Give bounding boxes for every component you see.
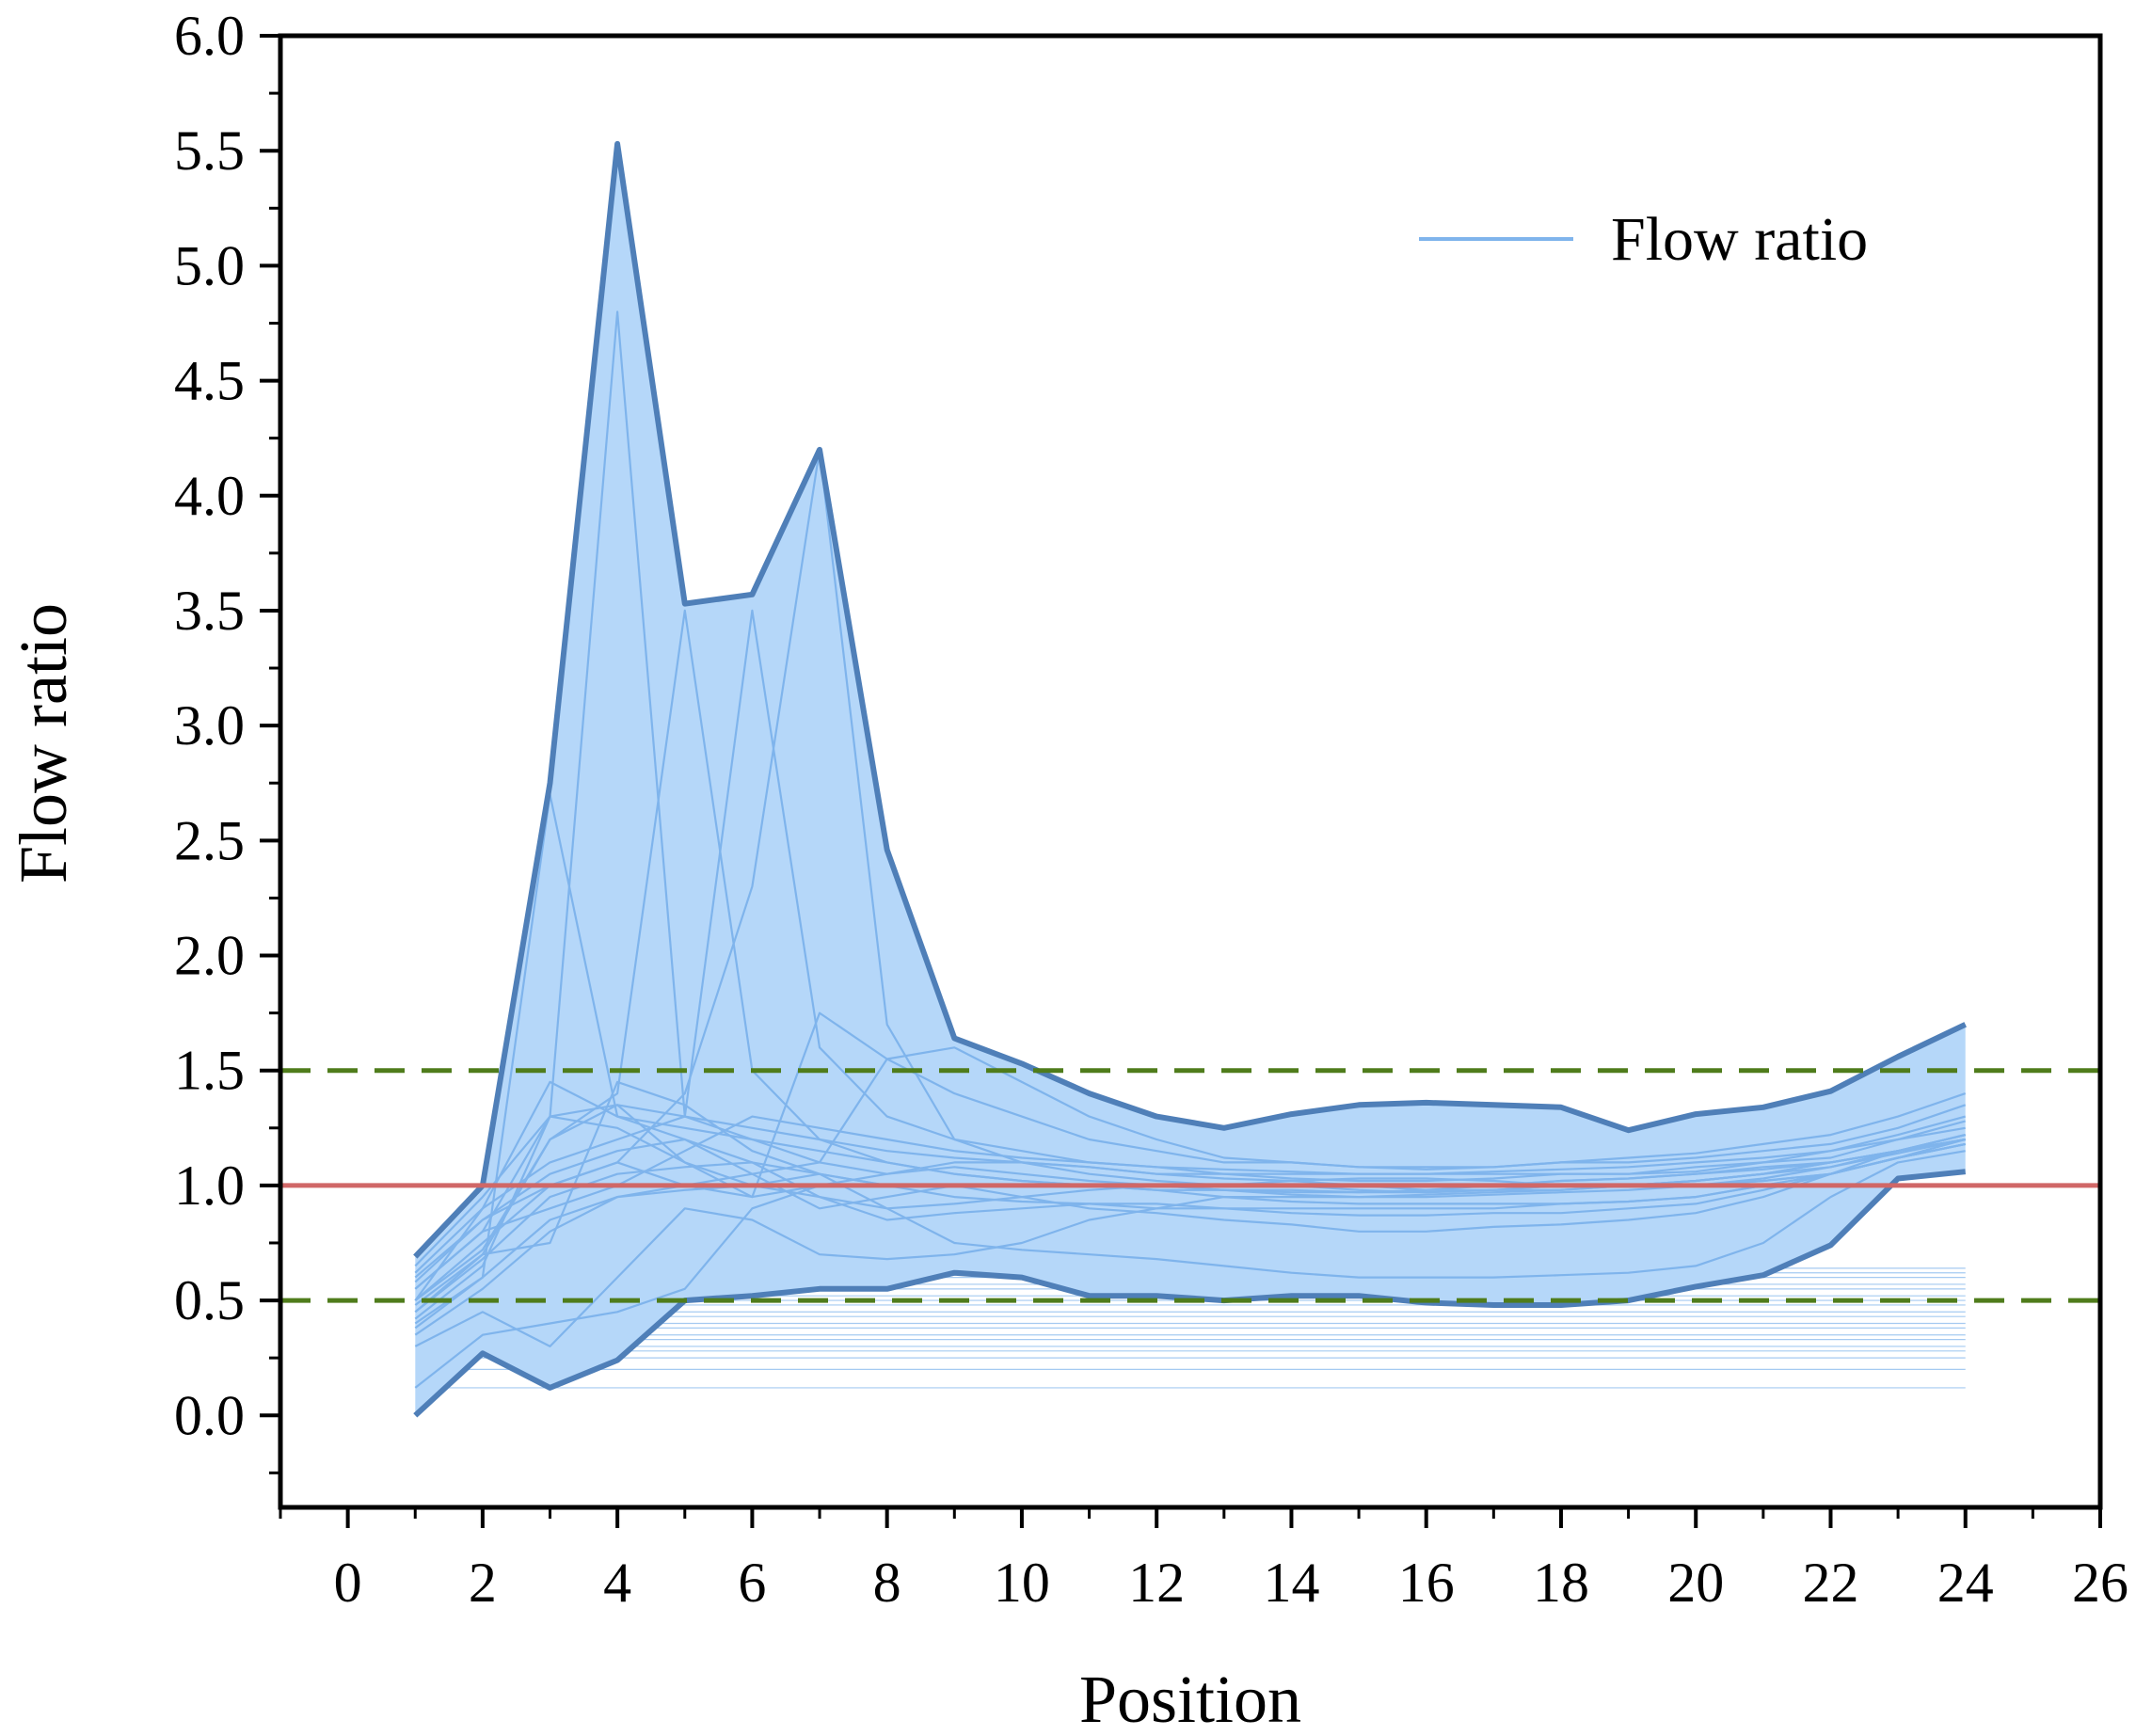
series-line-s16	[414, 1142, 1966, 1314]
plot-frame	[278, 33, 2103, 1510]
x-tick-label: 22	[1802, 1552, 1858, 1614]
y-tick-label: 1.0	[174, 1155, 245, 1217]
flow-ratio-band	[415, 143, 1966, 1416]
y-axis: 0.0 0.5 1.0 1.5 2.0 2.5 3.0 3.5 4.0 4.5 5.0 5.5 6.0	[174, 5, 280, 1474]
x-tick-label: 4	[603, 1552, 631, 1614]
y-tick-label: 4.0	[174, 465, 245, 527]
y-tick-label: 2.5	[174, 809, 245, 871]
plot-area	[280, 140, 2100, 1418]
y-tick-label: 3.0	[174, 694, 245, 757]
series-line-s13	[414, 1150, 1966, 1330]
y-tick-label: 5.5	[174, 119, 245, 182]
series-line-s12	[414, 1115, 1966, 1290]
x-tick-label: 20	[1667, 1552, 1724, 1614]
y-tick-label: 6.0	[174, 5, 245, 67]
series-line-s3	[414, 609, 1966, 1301]
series-line-s8	[414, 1134, 1966, 1389]
y-tick-label: 0.5	[174, 1269, 245, 1331]
series-line-s1	[414, 311, 1966, 1290]
x-axis-title: Position	[1079, 1662, 1301, 1736]
x-tick-label: 14	[1263, 1552, 1319, 1614]
x-axis: 0 2 4 6 8 10 12 14 16 18 20 22 24 26	[279, 1507, 2128, 1614]
x-tick-label: 0	[334, 1552, 362, 1614]
y-tick-label: 3.5	[174, 580, 245, 642]
y-tick-label: 4.5	[174, 350, 245, 412]
x-tick-label: 16	[1398, 1552, 1455, 1614]
x-tick-label: 8	[873, 1552, 901, 1614]
y-tick-label: 2.0	[174, 925, 245, 987]
legend: Flow ratio	[1419, 205, 1868, 274]
x-tick-label: 18	[1533, 1552, 1589, 1614]
x-tick-label: 10	[994, 1552, 1050, 1614]
x-tick-label: 24	[1937, 1552, 1994, 1614]
x-tick-label: 12	[1128, 1552, 1185, 1614]
y-tick-label: 1.5	[174, 1040, 245, 1102]
y-tick-label: 5.0	[174, 234, 245, 296]
series-line-s6	[414, 1011, 1967, 1301]
series-line-s18	[414, 1080, 1966, 1306]
x-tick-label: 26	[2072, 1552, 2128, 1614]
series-line-s15	[414, 1104, 1966, 1267]
y-tick-label: 0.0	[174, 1384, 245, 1446]
y-axis-title: Flow ratio	[6, 603, 81, 884]
x-tick-label: 6	[738, 1552, 766, 1614]
x-tick-label: 2	[469, 1552, 497, 1614]
legend-label: Flow ratio	[1611, 205, 1868, 274]
upper-envelope-line	[413, 140, 1967, 1259]
